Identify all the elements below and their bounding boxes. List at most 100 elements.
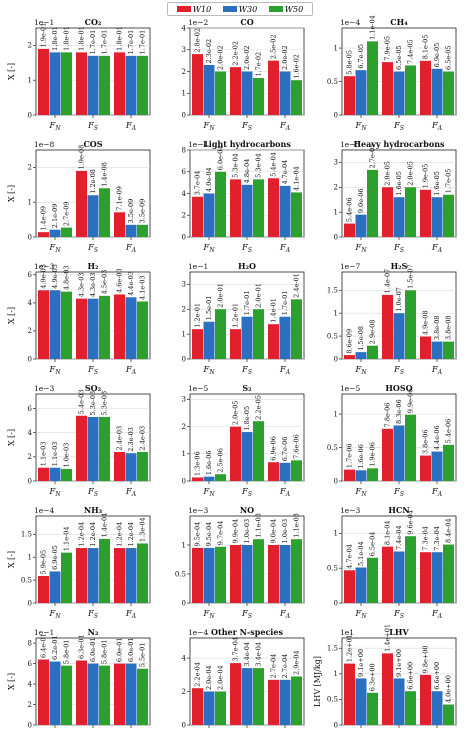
y-tick-label: 2 xyxy=(28,453,32,461)
bar xyxy=(268,545,279,603)
axis-exponent: 1e−4 xyxy=(34,506,54,515)
bar xyxy=(253,78,264,115)
bar-value-label: 7.1e-09 xyxy=(116,186,124,211)
y-tick-label: 2 xyxy=(182,688,186,696)
bar xyxy=(125,453,137,481)
bar xyxy=(87,416,99,481)
bar-value-label: 1.1e-03 xyxy=(40,442,48,467)
y-tick-label: 1 xyxy=(334,310,338,318)
bar-value-label: 1.5e-08 xyxy=(357,326,365,351)
bar-value-label: 2.0e-04 xyxy=(205,665,213,690)
y-tick-label: 6 xyxy=(182,168,187,176)
bar-value-label: 1.0e-03 xyxy=(281,519,289,544)
legend-label-w10: W10 xyxy=(192,4,212,14)
y-tick-label: 1 xyxy=(28,199,32,207)
bar-value-label: 1.1e-04 xyxy=(63,526,71,551)
bar-value-label: 2.0e-02 xyxy=(281,45,289,70)
bar xyxy=(443,341,454,359)
bar-value-label: 3.7e-04 xyxy=(232,637,240,662)
bar-value-label: 1.8e-01 xyxy=(116,26,124,51)
x-tick-label: FS xyxy=(87,365,98,376)
bar xyxy=(253,309,264,359)
bar xyxy=(230,329,241,359)
legend-swatch-w50 xyxy=(268,6,283,12)
bar xyxy=(367,41,378,116)
bar xyxy=(125,55,137,115)
bar-value-label: 2.2e-05 xyxy=(255,395,263,420)
y-tick-label: 0.5 xyxy=(327,444,338,452)
x-tick-label: FA xyxy=(279,365,291,376)
y-tick-label: 0 xyxy=(28,599,32,607)
bar-value-label: 2.7e-04 xyxy=(281,654,289,679)
bar-value-label: 1.2e-04 xyxy=(78,522,86,547)
bar xyxy=(279,316,291,359)
bar xyxy=(38,48,49,115)
bar-value-label: 3.5e-09 xyxy=(139,199,147,224)
bar xyxy=(393,551,405,603)
bar-value-label: 4.7e-04 xyxy=(281,160,289,185)
y-tick-label: 8 xyxy=(28,639,32,647)
y-tick-label: 1 xyxy=(334,670,338,678)
y-tick-label: 2 xyxy=(28,327,32,335)
bar-value-label: 5.9e-05 xyxy=(40,550,48,575)
y-tick-label: 2 xyxy=(28,42,32,50)
bar xyxy=(38,232,49,237)
bar xyxy=(49,571,61,603)
bar xyxy=(87,548,99,603)
y-tick-label: 0 xyxy=(28,355,32,363)
bar xyxy=(76,170,87,237)
bar-value-label: 1.7e-06 xyxy=(346,443,354,468)
bar xyxy=(420,674,431,725)
axis-exponent: 1e−4 xyxy=(340,18,360,27)
legend-swatch-w30 xyxy=(222,6,237,12)
legend-swatch-w10 xyxy=(176,6,191,12)
y-tick-label: 1.5 xyxy=(327,645,338,653)
bar-value-label: 2.0e-02 xyxy=(243,45,251,70)
axis-exponent: 1e−3 xyxy=(34,384,54,393)
bar xyxy=(393,678,405,725)
x-tick-label: FS xyxy=(241,365,252,376)
y-tick-label: 0 xyxy=(334,355,338,363)
y-tick-label: 1 xyxy=(334,208,338,216)
bar xyxy=(268,60,279,115)
y-tick-label: 4 xyxy=(28,680,33,688)
bar-value-label: 1.2e-04 xyxy=(116,522,124,547)
bar-value-label: 1.2e-08 xyxy=(89,169,97,194)
axis-exponent: 1e1 xyxy=(340,628,354,637)
bar xyxy=(443,704,454,725)
bar-value-label: 6.0e-01 xyxy=(127,637,135,662)
x-tick-label: FN xyxy=(202,121,215,132)
axis-exponent: 1e−5 xyxy=(188,384,208,393)
bar-value-label: 1.9e-01 xyxy=(40,23,48,48)
bar xyxy=(49,290,61,359)
x-tick-label: FA xyxy=(279,243,291,254)
bar-value-label: 3.8e-08 xyxy=(445,315,453,340)
bar-value-label: 7.3e-04 xyxy=(422,526,430,551)
bar-value-label: 1.1e-03 xyxy=(255,513,263,538)
chart-title: CO₂ xyxy=(85,17,102,27)
bar-value-label: 9.1e+00 xyxy=(395,649,403,677)
bar-value-label: 1.2e+01 xyxy=(346,634,354,662)
legend-item-w30: W30 xyxy=(222,5,257,14)
bar xyxy=(420,455,431,481)
bar xyxy=(192,329,203,359)
y-tick-label: 0 xyxy=(182,477,186,485)
x-tick-label: FS xyxy=(393,609,404,620)
bar-value-label: 1.8e-05 xyxy=(243,406,251,431)
bar xyxy=(420,552,431,603)
bar xyxy=(99,188,110,237)
bar xyxy=(87,298,99,359)
bar-value-label: 8.6e-09 xyxy=(346,329,354,354)
axis-exponent: 1e−3 xyxy=(188,506,208,515)
bar-value-label: 1.7e-05 xyxy=(445,169,453,194)
y-tick-label: 2 xyxy=(182,68,186,76)
bar xyxy=(137,301,148,359)
bar-value-label: 3.8e-06 xyxy=(422,429,430,454)
bar-value-label: 5.1e-04 xyxy=(357,541,365,566)
x-tick-label: FN xyxy=(202,487,215,498)
x-tick-label: FA xyxy=(125,243,137,254)
bar xyxy=(61,665,72,725)
bar xyxy=(382,546,393,603)
legend: W10 W30 W50 xyxy=(167,2,313,16)
y-tick-label: 6 xyxy=(28,271,33,279)
